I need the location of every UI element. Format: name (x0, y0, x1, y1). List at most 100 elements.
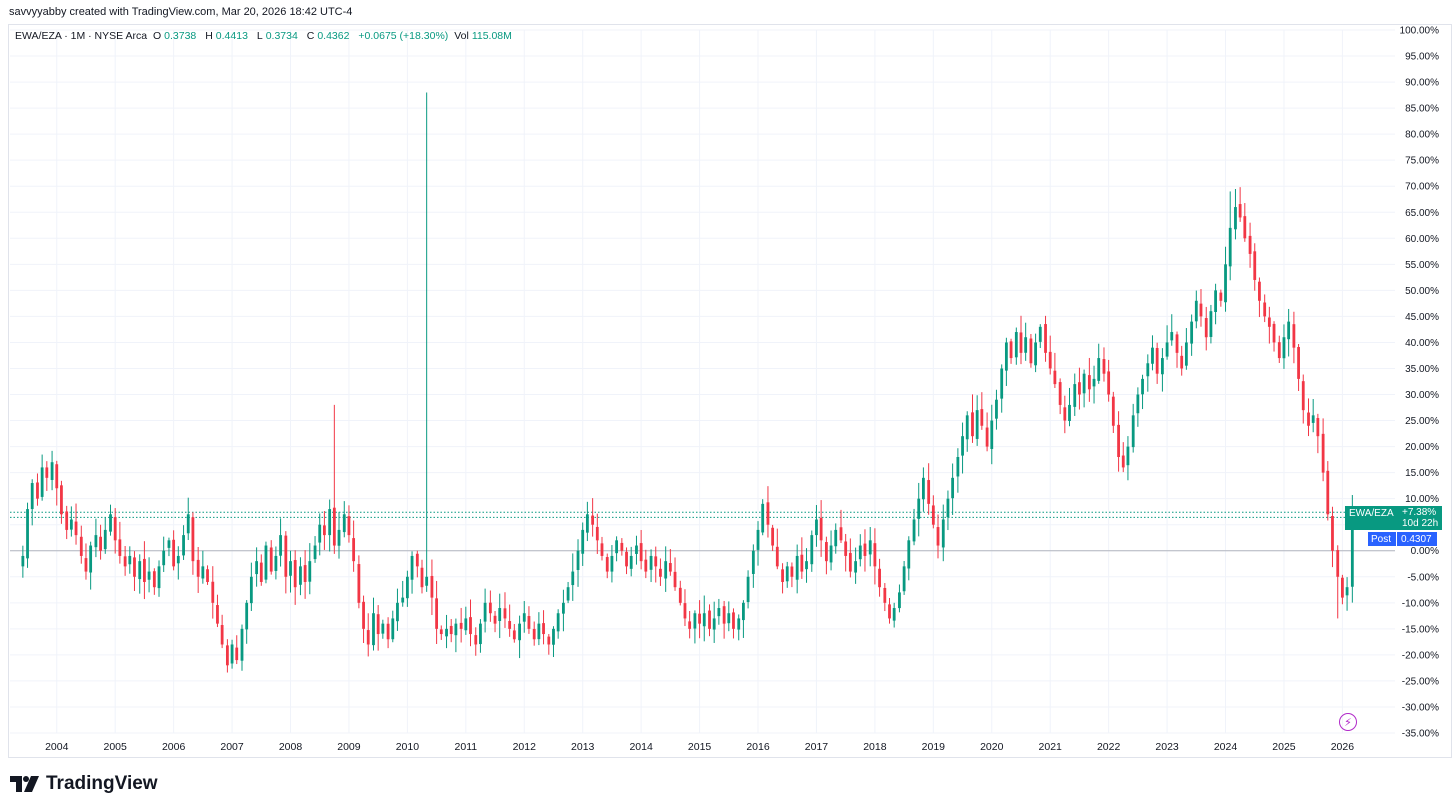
candle-body (1277, 342, 1281, 359)
candle-body (746, 576, 750, 603)
candle-body (766, 502, 770, 525)
candle-body (113, 517, 117, 541)
candle-body (1282, 337, 1286, 359)
candle-body (1044, 324, 1047, 353)
candle-body (547, 636, 551, 645)
candle-body (1326, 470, 1330, 515)
x-tick-label: 2012 (513, 741, 537, 753)
candle-body (21, 555, 25, 567)
candle-body (182, 535, 185, 556)
tradingview-logo[interactable]: TradingView (10, 773, 158, 795)
change-countdown-badge: +7.38% 10d 22h (1397, 506, 1442, 530)
candle-body (708, 610, 711, 629)
candle-body (834, 529, 838, 547)
candle-body (1146, 363, 1150, 377)
candle-body (654, 556, 658, 567)
x-tick-label: 2024 (1214, 741, 1238, 753)
candle-body (508, 621, 512, 629)
candle-body (844, 541, 848, 556)
candle-body (854, 561, 858, 573)
candle-body (712, 618, 716, 630)
candle-body (971, 412, 974, 437)
x-tick-label: 2008 (279, 741, 303, 753)
candle-body (1224, 264, 1227, 303)
candle-body (722, 606, 726, 624)
candle-body (625, 551, 628, 567)
candle-body (211, 581, 215, 603)
candle-body (36, 482, 39, 499)
x-tick-label: 2026 (1331, 741, 1355, 753)
candle-body (1136, 394, 1140, 414)
candle-body (873, 543, 877, 567)
candle-body (1048, 351, 1052, 369)
candle-body (196, 559, 200, 577)
candle-body (1058, 382, 1062, 405)
candle-body (1107, 371, 1111, 395)
x-tick-label: 2007 (220, 741, 244, 753)
y-tick-label: -35.00% (1402, 729, 1439, 740)
candles (21, 92, 1354, 673)
candle-body (167, 540, 171, 548)
candle-body (147, 571, 151, 580)
candle-body (269, 547, 273, 572)
candle-body (1161, 358, 1164, 375)
candle-body (133, 557, 136, 577)
legend-l-label: L (256, 30, 263, 42)
candle-body (1350, 512, 1354, 587)
candle-body (1199, 303, 1203, 317)
candle-body (1345, 587, 1349, 596)
x-tick-label: 2020 (980, 741, 1004, 753)
candle-body (342, 514, 346, 533)
candle-body (1029, 338, 1033, 364)
candle-body (673, 571, 677, 588)
candle-body (50, 462, 54, 480)
candle-body (410, 555, 414, 580)
candle-body (347, 516, 351, 536)
candle-body (138, 561, 142, 580)
candle-body (313, 545, 317, 560)
candle-body (176, 555, 180, 564)
candle-body (235, 647, 239, 661)
candle-body (220, 625, 224, 645)
candle-body (1038, 326, 1042, 342)
candle-body (936, 527, 940, 546)
candle-body (1248, 235, 1252, 254)
candle-body (439, 629, 443, 635)
chart-frame (8, 24, 1452, 758)
post-price-badge: 0.4307 (1397, 532, 1437, 546)
y-tick-label: 55.00% (1405, 260, 1439, 271)
candle-body (405, 576, 409, 599)
candle-body (1068, 404, 1071, 421)
candle-body (152, 571, 156, 588)
candle-body (328, 509, 332, 536)
candle-body (537, 623, 541, 640)
y-tick-label: 90.00% (1405, 78, 1439, 89)
candle-body (1272, 323, 1276, 343)
candle-body (566, 587, 570, 601)
y-tick-label: 60.00% (1405, 234, 1439, 245)
candle-body (829, 545, 833, 563)
candle-body (751, 550, 755, 574)
candle-body (1155, 347, 1159, 374)
lightning-icon[interactable]: ⚡︎ (1339, 713, 1357, 731)
candle-body (1004, 342, 1008, 371)
candle-body (518, 623, 521, 641)
candle-body (927, 480, 931, 504)
candle-body (1219, 292, 1223, 301)
candle-body (990, 420, 994, 449)
candle-body (172, 539, 176, 567)
candle-body (858, 545, 862, 560)
candle-body (186, 514, 190, 534)
candle-body (898, 592, 901, 609)
candle-body (883, 587, 887, 603)
candle-body (1316, 418, 1320, 437)
candle-body (815, 519, 818, 536)
candle-body (445, 628, 448, 637)
candle-body (474, 635, 478, 645)
candle-body (717, 608, 721, 617)
candle-body (629, 555, 633, 569)
candle-body (1121, 455, 1125, 468)
candle-body (698, 613, 701, 624)
candle-body (785, 566, 789, 582)
